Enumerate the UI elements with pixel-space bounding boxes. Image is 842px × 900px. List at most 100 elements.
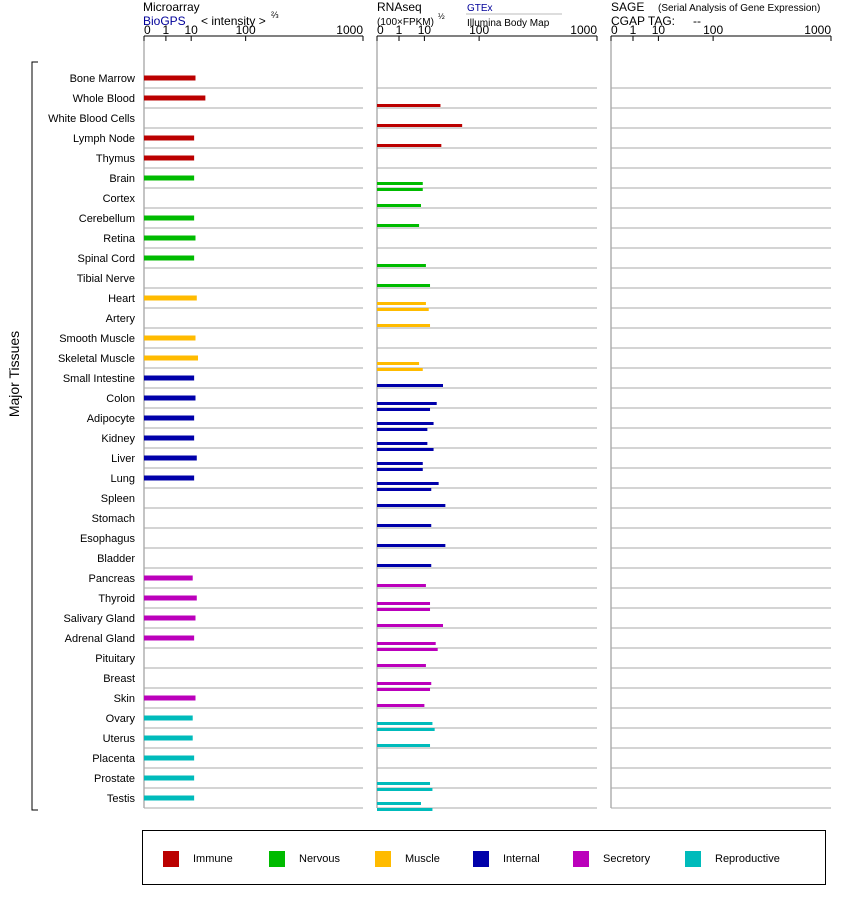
tick-label-sage: 100 <box>703 23 723 37</box>
rnaseq-bar <box>377 362 420 365</box>
tissue-label: Liver <box>111 453 135 465</box>
rnaseq-bar <box>377 744 431 747</box>
rnaseq-bar <box>377 182 423 185</box>
microarray-bar <box>144 335 196 341</box>
tissue-label: Whole Blood <box>73 93 135 105</box>
tick-label-rnaseq: 100 <box>469 23 489 37</box>
tick-label-microarray: 0 <box>144 23 151 37</box>
tissue-label: Adrenal Gland <box>65 633 135 645</box>
rnaseq-bar <box>377 324 431 327</box>
rnaseq-bar <box>377 524 432 527</box>
rnaseq-bar <box>377 384 443 387</box>
tissue-label: Adipocyte <box>87 413 135 425</box>
tissue-label: Cerebellum <box>79 213 135 225</box>
tick-label-microarray: 10 <box>185 23 199 37</box>
illumina-label: Illumina Body Map <box>467 18 550 29</box>
legend-swatch-secretory <box>573 851 589 867</box>
tissue-label: Uterus <box>103 733 136 745</box>
rnaseq-bar <box>377 144 442 147</box>
legend-label-secretory: Secretory <box>603 853 651 865</box>
rnaseq-bar <box>377 264 426 267</box>
group-label: Major Tissues <box>6 331 22 417</box>
tissue-label: Lung <box>111 473 135 485</box>
microarray-bar <box>144 255 195 261</box>
tick-label-microarray: 100 <box>236 23 256 37</box>
legend-label-muscle: Muscle <box>405 853 440 865</box>
microarray-bar <box>144 375 195 381</box>
microarray-bar <box>144 795 195 801</box>
rnaseq-bar <box>377 722 433 725</box>
legend-label-immune: Immune <box>193 853 233 865</box>
tissue-label: Brain <box>109 173 135 185</box>
tissue-label: Lymph Node <box>73 133 135 145</box>
rnaseq-bar <box>377 544 446 547</box>
tissue-label: Smooth Muscle <box>59 333 135 345</box>
rnaseq-bar <box>377 224 420 227</box>
tissue-label: Spinal Cord <box>78 253 135 265</box>
rnaseq-bar <box>377 788 433 791</box>
cgap-label: CGAP TAG: <box>611 14 675 28</box>
rnaseq-bar <box>377 728 435 731</box>
fpkm-label: (100×FPKM) <box>377 17 434 28</box>
microarray-bar <box>144 695 196 701</box>
rnaseq-bar <box>377 204 421 207</box>
tissue-label: Placenta <box>92 753 136 765</box>
microarray-bar <box>144 595 197 601</box>
legend-swatch-muscle <box>375 851 391 867</box>
microarray-bar <box>144 475 195 481</box>
microarray-bar <box>144 775 195 781</box>
gtex-link[interactable]: GTEx <box>467 3 493 14</box>
legend-label-nervous: Nervous <box>299 853 340 865</box>
tissue-label: Esophagus <box>80 533 136 545</box>
rnaseq-bar <box>377 188 423 191</box>
microarray-bar <box>144 215 195 221</box>
rnaseq-bar <box>377 468 423 471</box>
rnaseq-bar <box>377 624 443 627</box>
legend-swatch-nervous <box>269 851 285 867</box>
legend-swatch-reproductive <box>685 851 701 867</box>
tick-label-rnaseq: 1000 <box>570 23 597 37</box>
microarray-bar <box>144 175 195 181</box>
rnaseq-bar <box>377 682 432 685</box>
rnaseq-bar <box>377 688 431 691</box>
rnaseq-bar <box>377 642 436 645</box>
biogps-link[interactable]: BioGPS <box>143 14 186 28</box>
tissue-label: Skeletal Muscle <box>58 353 135 365</box>
microarray-bar <box>144 615 196 621</box>
rnaseq-bar <box>377 402 437 405</box>
microarray-bar <box>144 355 199 361</box>
tick-label-sage: 1000 <box>804 23 831 37</box>
tissue-label: Prostate <box>94 773 135 785</box>
rnaseq-bar <box>377 442 428 445</box>
tissue-label: Salivary Gland <box>63 613 135 625</box>
tissue-label: Retina <box>103 233 136 245</box>
rnaseq-bar <box>377 408 431 411</box>
rnaseq-bar <box>377 648 438 651</box>
rnaseq-bar <box>377 124 463 127</box>
tissue-expression-chart: Microarray BioGPS < intensity > ⅔ RNAseq… <box>6 0 832 811</box>
microarray-bar <box>144 755 195 761</box>
tissue-label: Pituitary <box>95 653 135 665</box>
tissue-label: Thymus <box>96 153 136 165</box>
tissue-label: Colon <box>106 393 135 405</box>
microarray-bar <box>144 135 195 141</box>
rnaseq-bar <box>377 564 432 567</box>
legend: Immune Nervous Muscle Internal Secretory… <box>142 830 826 885</box>
rnaseq-bar <box>377 422 434 425</box>
rnaseq-title: RNAseq <box>377 0 422 14</box>
tissue-label: Testis <box>107 793 136 805</box>
legend-swatch-internal <box>473 851 489 867</box>
rnaseq-bar <box>377 308 429 311</box>
tissue-label: Bladder <box>97 553 135 565</box>
tissue-label: Small Intestine <box>63 373 135 385</box>
rnaseq-bar <box>377 802 421 805</box>
sage-title: SAGE <box>611 0 644 14</box>
microarray-bar <box>144 295 197 301</box>
intensity-exponent: ⅔ <box>271 10 279 20</box>
tick-label-rnaseq: 1 <box>396 23 403 37</box>
microarray-bar <box>144 435 195 441</box>
microarray-bar <box>144 415 195 421</box>
fpkm-exponent: ½ <box>438 12 445 21</box>
legend-swatch-immune <box>163 851 179 867</box>
tissue-label: Spleen <box>101 493 135 505</box>
